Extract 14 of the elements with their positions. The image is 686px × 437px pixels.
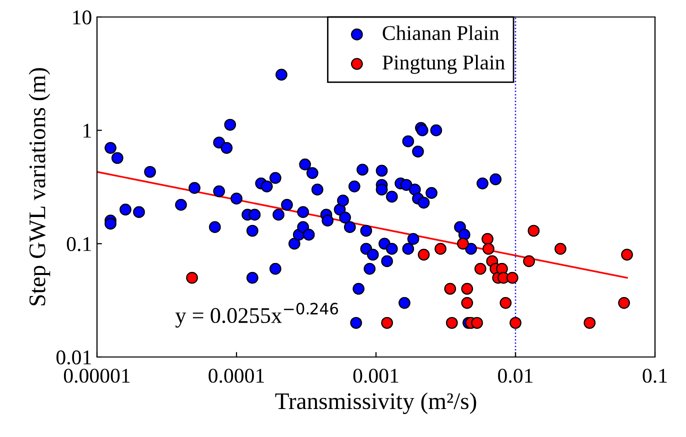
x-tick-label: 0.01 bbox=[498, 368, 532, 383]
x-tick-label: 0.00001 bbox=[64, 368, 130, 383]
y-tick-label: 0.01 bbox=[56, 350, 91, 365]
x-axis-title: Transmissivity (m²/s) bbox=[275, 392, 476, 414]
y-tick-label: 10 bbox=[73, 10, 92, 24]
x-tick-label: 0.0001 bbox=[208, 368, 264, 383]
y-tick-label: 1 bbox=[84, 124, 91, 138]
y-tick-label: 0.1 bbox=[66, 237, 91, 252]
legend-label: Chianan Plain bbox=[382, 25, 500, 40]
y-axis-title: Step GWL variations (m) bbox=[28, 68, 50, 306]
x-tick-label: 0.001 bbox=[353, 368, 398, 383]
legend-label: Pingtung Plain bbox=[382, 54, 505, 74]
x-tick-label: 0.1 bbox=[642, 368, 667, 383]
annotation: y = 0.0255x$^{−0.246}$ bbox=[175, 302, 338, 328]
